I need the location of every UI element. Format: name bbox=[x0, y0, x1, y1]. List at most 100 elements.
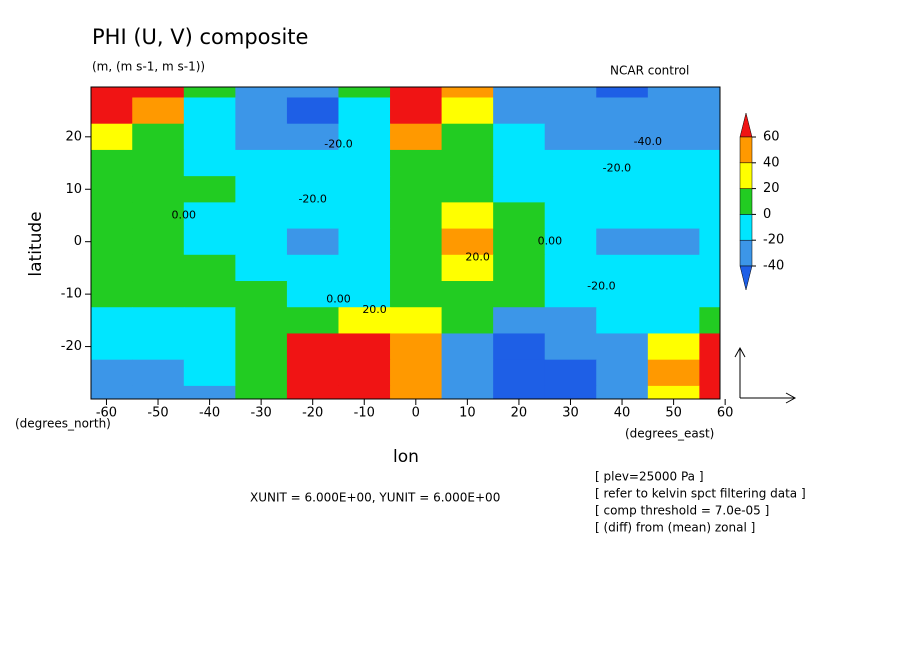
y-axis-label: latitude bbox=[26, 211, 46, 276]
field-cell bbox=[286, 97, 339, 125]
field-cell bbox=[544, 254, 597, 282]
colorbar-label: 40 bbox=[763, 155, 780, 170]
field-cell bbox=[338, 359, 391, 387]
field-cell bbox=[338, 228, 391, 256]
field-cell bbox=[286, 254, 339, 282]
field-cell bbox=[91, 149, 133, 177]
colorbar-segment bbox=[739, 112, 753, 138]
field-cell bbox=[699, 281, 720, 308]
field-cell bbox=[699, 228, 720, 256]
x-tick-label: 50 bbox=[665, 406, 682, 421]
field-cell bbox=[390, 359, 443, 387]
field-cell bbox=[441, 385, 494, 399]
field-cell bbox=[183, 307, 236, 334]
field-cell bbox=[183, 149, 236, 177]
field-cell bbox=[235, 202, 288, 230]
field-cell bbox=[91, 359, 133, 387]
field-cell bbox=[286, 123, 339, 151]
field-cell bbox=[493, 254, 546, 282]
field-cell bbox=[699, 385, 720, 399]
field-cell bbox=[699, 176, 720, 203]
field-cell bbox=[544, 87, 597, 98]
field-cell bbox=[390, 307, 443, 334]
field-cell bbox=[286, 176, 339, 203]
field-cell bbox=[132, 228, 185, 256]
field-cell bbox=[647, 123, 700, 151]
field-cell bbox=[390, 254, 443, 282]
field-cell bbox=[91, 281, 133, 308]
field-cell bbox=[338, 307, 391, 334]
field-cell bbox=[132, 281, 185, 308]
field-cell bbox=[132, 307, 185, 334]
field-cell bbox=[132, 176, 185, 203]
field-cell bbox=[132, 254, 185, 282]
y-tick-label: -20 bbox=[61, 339, 82, 354]
field-cell bbox=[544, 97, 597, 125]
colorbar-label: -40 bbox=[763, 259, 784, 274]
field-cell bbox=[699, 333, 720, 361]
field-cell bbox=[338, 149, 391, 177]
contour-label: -20.0 bbox=[324, 138, 352, 151]
field-cell bbox=[91, 254, 133, 282]
field-cell bbox=[338, 176, 391, 203]
x-tick-label: -40 bbox=[199, 406, 220, 421]
contour-label: -20.0 bbox=[603, 161, 631, 174]
field-cell bbox=[91, 176, 133, 203]
contour-label: -20.0 bbox=[298, 193, 326, 206]
field-cell bbox=[699, 149, 720, 177]
field-cell bbox=[390, 123, 443, 151]
contour-label: 0.00 bbox=[172, 208, 197, 221]
field-cell bbox=[286, 149, 339, 177]
field-cell bbox=[441, 123, 494, 151]
x-axis-label: lon bbox=[393, 447, 419, 467]
field-cell bbox=[235, 359, 288, 387]
colorbar-segment bbox=[739, 162, 753, 189]
field-cell bbox=[286, 307, 339, 334]
field-cell bbox=[441, 307, 494, 334]
colorbar: -40 -20 0 20 40 60 bbox=[739, 112, 784, 291]
colorbar-label: 0 bbox=[763, 207, 771, 222]
field-cell bbox=[132, 202, 185, 230]
field-cell bbox=[132, 149, 185, 177]
field-cell bbox=[91, 307, 133, 334]
colorbar-label: -20 bbox=[763, 233, 784, 248]
field-cell bbox=[183, 202, 236, 230]
field-cell bbox=[596, 254, 649, 282]
y-unit: (degrees_north) bbox=[15, 417, 111, 431]
field-cell bbox=[647, 333, 700, 361]
field-cell bbox=[441, 281, 494, 308]
field-cell bbox=[286, 359, 339, 387]
field-cell bbox=[647, 385, 700, 399]
field-cell bbox=[647, 254, 700, 282]
field-cell bbox=[493, 307, 546, 334]
field-cell bbox=[596, 176, 649, 203]
y-tick-label: 20 bbox=[65, 129, 82, 144]
field-cell bbox=[647, 149, 700, 177]
field-cell bbox=[235, 333, 288, 361]
field-cell bbox=[441, 202, 494, 230]
colorbar-label: 20 bbox=[763, 181, 780, 196]
field-cell bbox=[91, 333, 133, 361]
field-cell bbox=[286, 228, 339, 256]
field-cell bbox=[493, 123, 546, 151]
y-tick-label: -10 bbox=[61, 287, 82, 302]
field-cell bbox=[390, 149, 443, 177]
field-cell bbox=[544, 385, 597, 399]
field-cell bbox=[596, 307, 649, 334]
field-cell bbox=[493, 281, 546, 308]
contour-label: 0.00 bbox=[538, 235, 563, 248]
field-cell bbox=[493, 87, 546, 98]
field-cell bbox=[235, 97, 288, 125]
field-cell bbox=[183, 176, 236, 203]
field-cell bbox=[132, 97, 185, 125]
colorbar-segment bbox=[739, 265, 753, 291]
y-tick-label: 10 bbox=[65, 182, 82, 197]
field-cell bbox=[390, 97, 443, 125]
colorbar-label: 60 bbox=[763, 130, 780, 145]
field-cell bbox=[390, 202, 443, 230]
colorbar-segment bbox=[739, 188, 753, 215]
field-cell bbox=[91, 228, 133, 256]
x-tick-label: -10 bbox=[354, 406, 375, 421]
field-cell bbox=[441, 176, 494, 203]
